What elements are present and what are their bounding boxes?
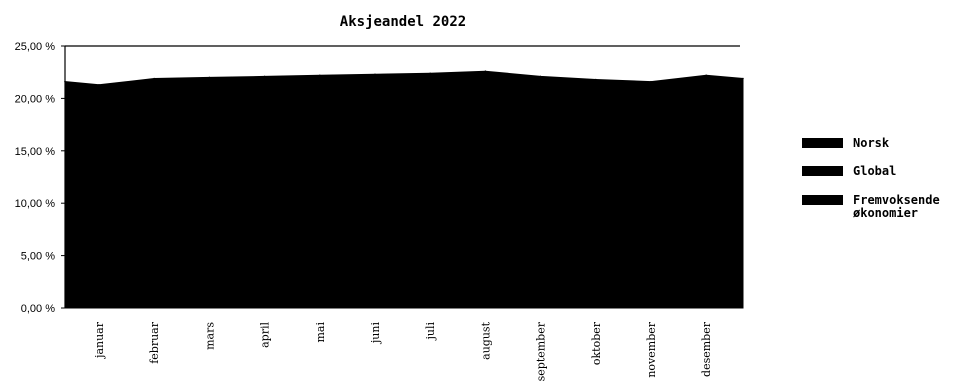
x-tick-label: september (535, 321, 548, 381)
data-point (539, 75, 542, 78)
data-point (705, 74, 707, 77)
y-tick-label: 25,00 % (15, 41, 56, 53)
x-tick-label: mai (314, 322, 327, 343)
legend-label: Global (853, 164, 896, 178)
data-point (263, 75, 266, 78)
x-axis: januar februar mars april mai juni juli august s… (93, 321, 713, 381)
x-tick-label: april (259, 322, 272, 348)
x-tick-label: januar (93, 321, 106, 360)
data-point (153, 77, 155, 80)
legend-swatch (802, 166, 843, 176)
x-tick-label: august (479, 321, 492, 359)
data-point (595, 78, 597, 81)
plot-area (64, 45, 744, 309)
y-tick-label: 10,00 % (15, 198, 56, 210)
x-tick-label: juni (369, 322, 382, 346)
x-tick-label: februar (148, 321, 161, 364)
y-tick-label: 20,00 % (15, 93, 56, 105)
data-point (650, 80, 652, 83)
chart-title: Aksjeandel 2022 (340, 14, 466, 30)
data-point (319, 74, 321, 77)
y-axis: 0,00 % 5,00 % 10,00 % 15,00 % 20,00 % 25,00 % (15, 41, 65, 315)
data-point (98, 83, 100, 86)
legend-swatch (802, 195, 843, 205)
legend: Norsk Global Fremvoksende økonomier (802, 136, 940, 220)
area-series (64, 70, 744, 309)
y-tick-label: 0,00 % (21, 303, 55, 315)
data-point (64, 80, 66, 83)
y-tick-label: 5,00 % (21, 251, 55, 263)
legend-label: Norsk (853, 136, 890, 150)
data-point (429, 72, 432, 75)
x-tick-label: oktober (590, 321, 603, 365)
data-point (484, 70, 487, 72)
x-tick-label: mars (203, 322, 216, 350)
data-point (742, 77, 744, 80)
legend-label: Fremvoksende økonomier (853, 193, 940, 220)
legend-swatch (802, 138, 843, 148)
x-tick-label: juli (424, 322, 437, 342)
y-tick-label: 15,00 % (15, 146, 56, 158)
x-tick-label: november (645, 321, 658, 377)
data-point (208, 76, 211, 79)
data-point (374, 73, 376, 76)
x-tick-label: desember (700, 321, 713, 377)
